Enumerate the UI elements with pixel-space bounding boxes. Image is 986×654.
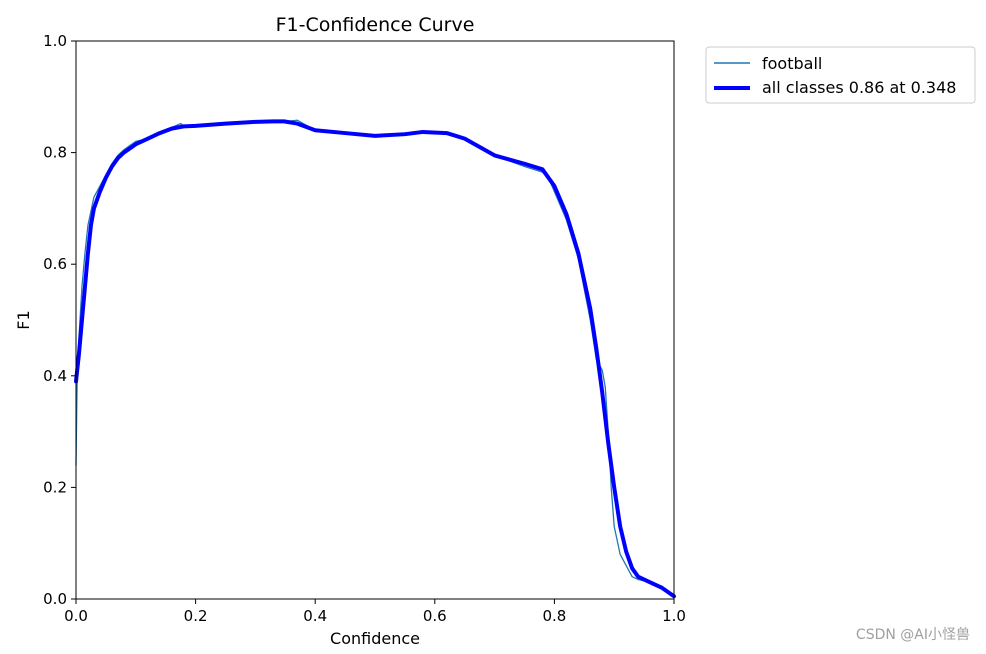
watermark: CSDN @AI小怪兽: [855, 627, 970, 643]
y-tick-label: 0.8: [43, 144, 67, 162]
x-axis-ticks: 0.0 0.2 0.4 0.6 0.8 1.0: [64, 599, 686, 625]
legend-box: [705, 46, 976, 104]
y-axis-label: F1: [14, 310, 33, 329]
legend: football all classes 0.86 at 0.348: [705, 46, 976, 104]
y-tick-label: 0.4: [43, 367, 67, 385]
plot-area: [74, 40, 676, 600]
y-axis-ticks: 0.0 0.2 0.4 0.6 0.8 1.0: [43, 32, 76, 608]
y-tick-label: 0.0: [43, 590, 67, 608]
x-tick-label: 0.8: [542, 607, 566, 625]
legend-label-football: football: [762, 54, 822, 73]
legend-label-all-classes: all classes 0.86 at 0.348: [762, 78, 956, 97]
y-tick-label: 0.2: [43, 478, 67, 496]
series-line-all-classes: [74, 119, 676, 599]
x-axis-label: Confidence: [330, 629, 420, 648]
x-tick-label: 1.0: [662, 607, 686, 625]
y-tick-label: 0.6: [43, 255, 67, 273]
series-layer: [74, 119, 676, 599]
x-tick-label: 0.4: [303, 607, 327, 625]
x-tick-label: 0.2: [184, 607, 208, 625]
axes-frame: [75, 40, 675, 600]
x-tick-label: 0.0: [64, 607, 88, 625]
x-tick-label: 0.6: [423, 607, 447, 625]
y-tick-label: 1.0: [43, 32, 67, 50]
chart-title: F1-Confidence Curve: [276, 14, 475, 36]
